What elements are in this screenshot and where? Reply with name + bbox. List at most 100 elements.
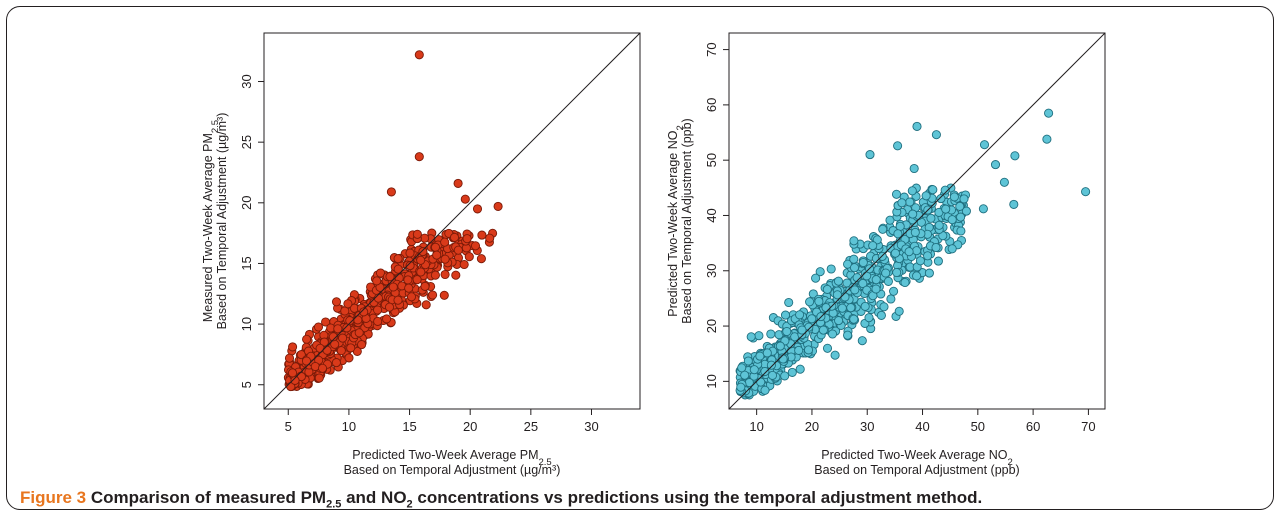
chart1-x-tick-label: 5 [285,419,292,434]
chart2-points [735,108,1091,400]
chart2-point [910,227,920,237]
chart2-point [811,273,821,283]
chart1-point [439,290,449,300]
chart2-x-axis-label-subscript: 2 [1007,457,1012,468]
chart2-point [890,248,900,258]
chart1-point [432,250,442,260]
chart2-y-axis-label: Predicted Two-Week Average NO2 [666,125,686,317]
chart2-x-tick-label: 60 [1026,419,1040,434]
chart2-point [846,303,856,313]
chart1-x-axis-label: Predicted Two-Week Average PM2.5 [352,448,551,468]
chart2-point [878,224,888,234]
chart2-point [760,366,770,377]
chart2-point [941,204,951,214]
chart1-identity-line [263,32,641,410]
chart1-point [440,269,450,280]
chart2-y-axis-label-subscript: 2 [675,125,686,130]
chart1-x-tick-label: 30 [584,419,598,434]
chart2-point [827,329,838,339]
chart2-point [915,256,925,266]
chart1-point [421,300,431,310]
chart1-point [317,363,328,373]
chart2-point [766,329,776,339]
chart2-point [1044,108,1054,118]
chart2-point [760,385,770,395]
chart2-point [1042,134,1052,144]
chart1-point [296,350,306,360]
chart1-point [453,245,463,255]
chart2-point [886,294,896,304]
chart1-point [338,333,348,343]
chart1-y-axis-label-subscript: 2.5 [210,120,221,133]
chart2-point [864,313,874,323]
chart1-y-axis-label-line2: Based on Temporal Adjustment (µg/m³) [215,113,229,330]
chart2-point [876,310,886,320]
chart2-x-axis-label: Predicted Two-Week Average NO2 [821,448,1013,468]
chart1-points [283,50,503,392]
chart2-point [879,302,889,312]
chart1-y-axis-label: Measured Two-Week Average PM2.5 [201,120,221,322]
chart1-point [353,315,363,325]
chart2-point [858,257,868,268]
chart2-point [782,326,792,337]
chart2-y-tick-label: 30 [704,264,719,278]
chart1-point [462,234,472,244]
chart2-point [755,351,765,361]
chart2-point [868,241,878,251]
chart2-x-tick-label: 70 [1081,419,1095,434]
chart2-point [1009,199,1019,209]
chart1-y-tick-label: 15 [239,256,254,270]
chart2-point [849,314,859,324]
chart2-x-axis-label-main: Predicted Two-Week Average NO [821,448,1007,462]
chart1-x-axis-label-line2: Based on Temporal Adjustment (µg/m³) [344,463,561,477]
chart2-y-tick-label: 60 [704,98,719,112]
chart2-point [940,185,950,195]
chart1-point [346,343,356,353]
chart1-point [393,264,403,274]
chart1-y-tick-label: 10 [239,317,254,331]
chart2-point [833,276,844,286]
chart1-x-tick-label: 25 [524,419,538,434]
chart1-point [287,368,298,378]
chart2-point [936,194,946,204]
chart1-point [404,283,414,293]
chart1-point [373,293,383,303]
chart2-identity-line [728,32,1106,410]
chart1-point [314,373,324,383]
chart2-x-tick-label: 30 [860,419,874,434]
chart2-x-tick-label: 50 [971,419,985,434]
chart1-point [331,297,342,307]
chart1-point [354,328,364,338]
figure-label: Figure 3 [20,488,87,507]
chart2-x-tick-label: 10 [749,419,763,434]
chart1-point [344,353,354,363]
chart1-point [476,254,486,264]
chart2-point [797,325,807,335]
chart1-point [384,302,395,312]
chart2-point [909,163,919,174]
chart2-point [834,316,844,326]
chart2-point [912,246,922,256]
chart2-point [897,198,907,208]
chart2-point [999,177,1009,187]
chart2-x-axis-label-line2: Based on Temporal Adjustment (ppb) [814,463,1019,477]
chart2-point [787,367,797,377]
chart2-point [891,189,902,199]
chart2-point [978,204,988,214]
chart1-x-axis-label-subscript: 2.5 [539,457,552,468]
chart1-point [451,270,461,280]
chart2-y-tick-label: 20 [704,319,719,333]
caption-text: Comparison of measured PM2.5 and NO2 con… [90,488,983,511]
chart2-point [931,242,941,253]
chart2-point [822,343,833,353]
chart1-point [388,282,398,292]
chart2-point [857,336,867,346]
chart1-point [420,281,430,291]
chart2-point [837,303,847,313]
chart1-point [393,254,403,264]
chart2-point [883,276,893,286]
chart1-point [375,268,386,278]
chart1-point [336,346,346,356]
chart2-point [871,284,881,294]
